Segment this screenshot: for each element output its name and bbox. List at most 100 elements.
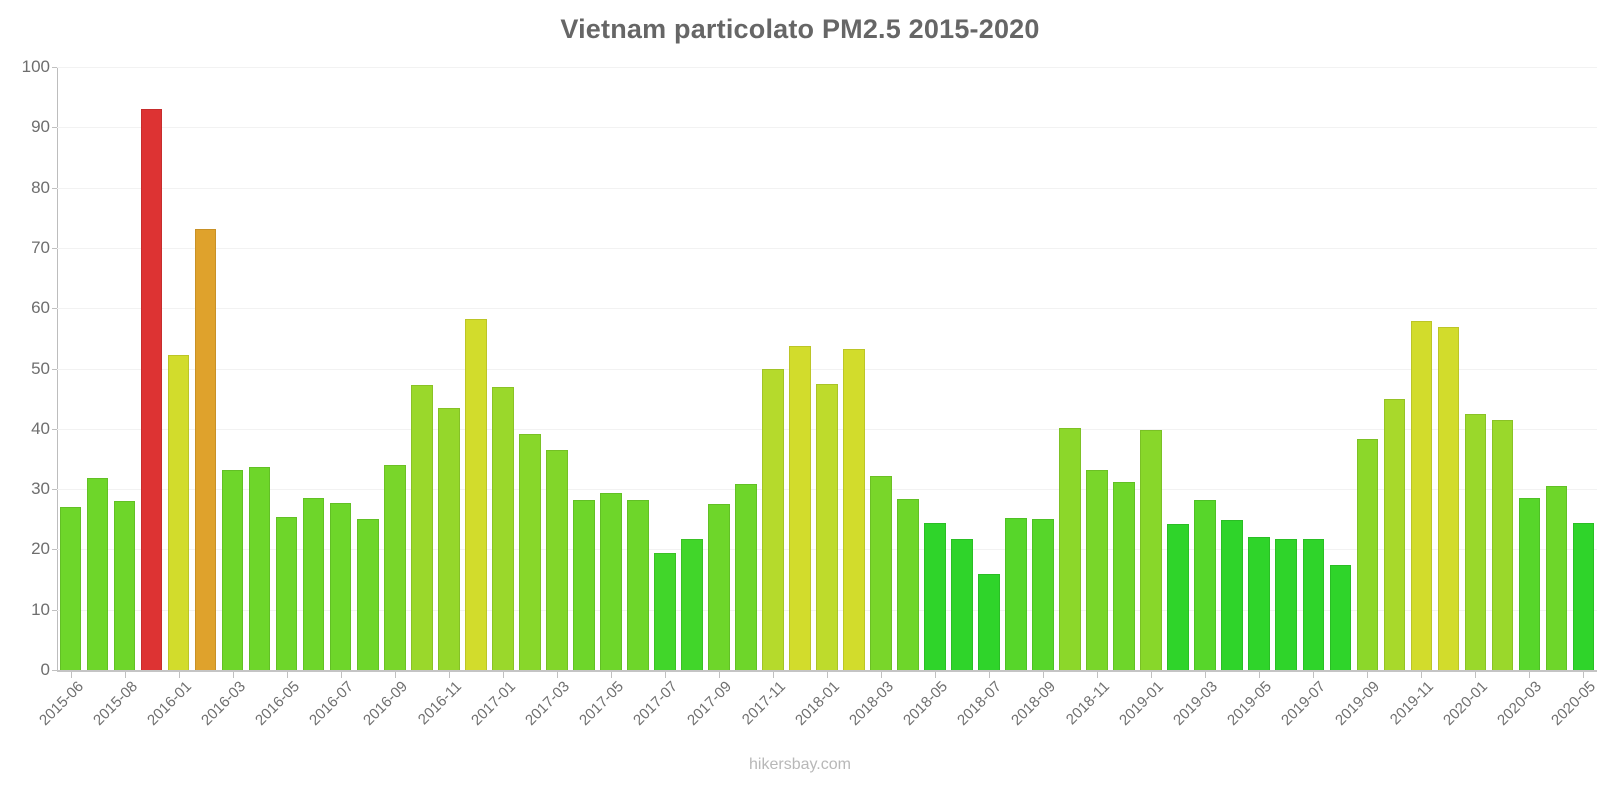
bar	[870, 475, 892, 670]
watermark: hikersbay.com	[749, 756, 851, 773]
x-tick-label: 2019-05	[1224, 678, 1276, 729]
bar	[816, 384, 838, 670]
x-tick-label: 2018-09	[1008, 678, 1060, 729]
bar	[1248, 537, 1271, 670]
y-tick-mark	[52, 127, 58, 129]
bar	[1356, 439, 1379, 670]
x-tick-mark	[610, 672, 612, 678]
bar	[113, 501, 136, 670]
bar	[59, 506, 82, 670]
bar	[546, 449, 568, 670]
x-tick-label: 2019-01	[1116, 678, 1168, 729]
bar	[1059, 427, 1081, 670]
bar	[924, 523, 946, 670]
y-tick-label: 100	[21, 57, 50, 76]
x-tick-mark	[664, 672, 666, 678]
x-tick-mark	[448, 672, 450, 678]
y-tick-mark	[52, 247, 58, 249]
bar	[735, 484, 757, 670]
bar	[464, 319, 487, 670]
bar	[1518, 498, 1541, 670]
x-tick-mark	[1043, 672, 1045, 678]
x-tick-label: 2016-03	[197, 678, 249, 729]
bar	[1545, 486, 1568, 670]
x-tick-mark	[1421, 672, 1423, 678]
plot-area	[57, 67, 1597, 670]
x-tick-mark	[1583, 672, 1585, 678]
x-tick-label: 2019-09	[1332, 678, 1384, 729]
bar	[1032, 518, 1054, 670]
bar	[383, 464, 406, 670]
bar	[627, 499, 649, 670]
x-tick-mark	[989, 672, 991, 678]
bar	[248, 467, 271, 670]
y-tick-label: 50	[31, 358, 50, 378]
bar	[491, 386, 514, 670]
x-tick-mark	[178, 672, 180, 678]
x-tick-mark	[1475, 672, 1477, 678]
y-tick-mark	[52, 428, 58, 430]
bar	[978, 573, 1000, 670]
bar	[1491, 419, 1514, 670]
bar-series	[57, 67, 1597, 670]
y-tick-mark	[52, 670, 58, 671]
y-tick-label: 20	[31, 539, 50, 559]
bar	[1113, 482, 1135, 670]
x-tick-label: 2020-03	[1494, 678, 1546, 729]
y-tick-mark	[52, 489, 58, 491]
bar	[329, 502, 352, 670]
bar	[1005, 518, 1027, 670]
x-tick-mark	[1205, 672, 1207, 678]
bar	[437, 408, 460, 670]
y-tick-label: 60	[31, 298, 50, 318]
bar	[1221, 520, 1244, 670]
bar	[1194, 499, 1217, 670]
bar	[654, 553, 676, 670]
x-tick-label: 2015-06	[35, 678, 87, 729]
x-tick-label: 2018-11	[1063, 678, 1114, 729]
bar	[410, 385, 433, 670]
y-tick-mark	[52, 609, 58, 611]
bar	[86, 477, 109, 670]
x-tick-mark	[1151, 672, 1153, 678]
bar	[1572, 522, 1595, 670]
x-tick-mark	[1529, 672, 1531, 678]
x-tick-label: 2019-03	[1170, 678, 1222, 729]
y-tick-mark	[52, 67, 58, 68]
y-tick-mark	[52, 549, 58, 551]
x-tick-mark	[772, 672, 774, 678]
y-tick-label: 0	[40, 660, 50, 679]
bar	[789, 345, 811, 670]
y-axis-labels: 0 10 20 30 40 50 60 70 80 90 100	[0, 57, 58, 679]
x-tick-label: 2018-03	[846, 678, 898, 729]
bar	[302, 497, 325, 670]
x-tick-label: 2016-01	[143, 678, 195, 729]
bar	[1302, 539, 1325, 670]
x-tick-mark	[232, 672, 234, 678]
bar	[1410, 320, 1433, 670]
bar	[194, 229, 217, 670]
x-tick-mark	[124, 672, 126, 678]
y-tick-label: 90	[31, 117, 50, 137]
bar	[897, 498, 919, 670]
x-tick-mark	[827, 672, 828, 678]
x-tick-label: 2019-07	[1278, 678, 1330, 729]
bar	[708, 503, 730, 670]
bar	[951, 538, 973, 670]
bar	[519, 433, 541, 670]
bar	[762, 369, 784, 670]
chart-title: Vietnam particolato PM2.5 2015-2020	[560, 14, 1040, 44]
x-tick-label: 2017-01	[467, 678, 519, 729]
x-tick-label: 2018-07	[954, 678, 1006, 729]
bar	[1329, 565, 1352, 670]
x-tick-label: 2017-07	[629, 678, 681, 729]
x-tick-label: 2017-09	[683, 678, 735, 729]
bar	[573, 499, 595, 670]
bar	[681, 538, 703, 670]
x-tick-label: 2016-09	[359, 678, 411, 729]
bar	[1140, 430, 1162, 670]
bar	[1086, 470, 1108, 670]
bar	[221, 470, 244, 670]
x-tick-label: 2015-08	[89, 678, 141, 729]
